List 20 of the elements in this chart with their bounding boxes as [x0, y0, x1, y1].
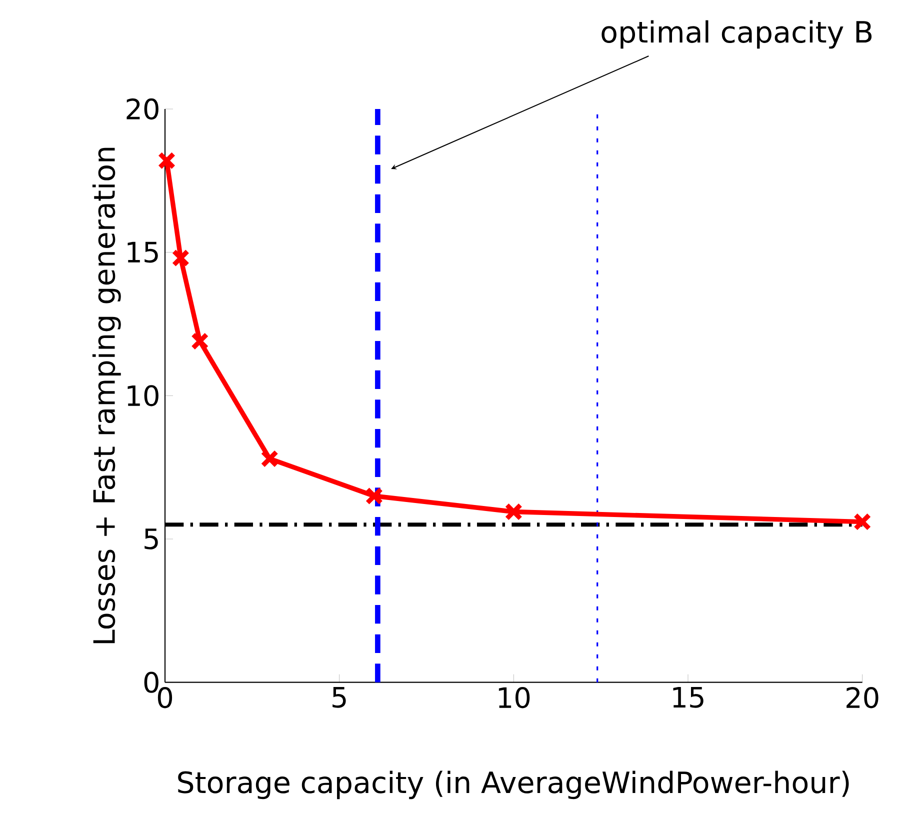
- x-tick-label: 0: [158, 686, 172, 708]
- point: [190, 332, 209, 350]
- point: [504, 502, 523, 521]
- y-tick-label: 5: [144, 528, 158, 550]
- point: [158, 152, 176, 170]
- text: optimal capacity B: [602, 20, 872, 49]
- point: [260, 450, 279, 468]
- y-tick-label: 0: [144, 672, 158, 693]
- x-tick-label: 20: [846, 686, 878, 708]
- x-tick-label: 5: [332, 686, 346, 708]
- x-tick-label: 10: [498, 686, 530, 708]
- x-axis-title: Storage capacity (in AverageWindPower-hour): [178, 770, 849, 799]
- y-tick-label: 15: [128, 242, 158, 263]
- point: [365, 486, 384, 505]
- y-axis-title: Losses + Fast ramping generation: [92, 148, 121, 643]
- x-tick-label: 15: [673, 686, 704, 708]
- point: [853, 512, 872, 531]
- y-tick-label: 10: [128, 384, 158, 406]
- y-tick-label: 20: [126, 98, 158, 120]
- point: [172, 248, 190, 267]
